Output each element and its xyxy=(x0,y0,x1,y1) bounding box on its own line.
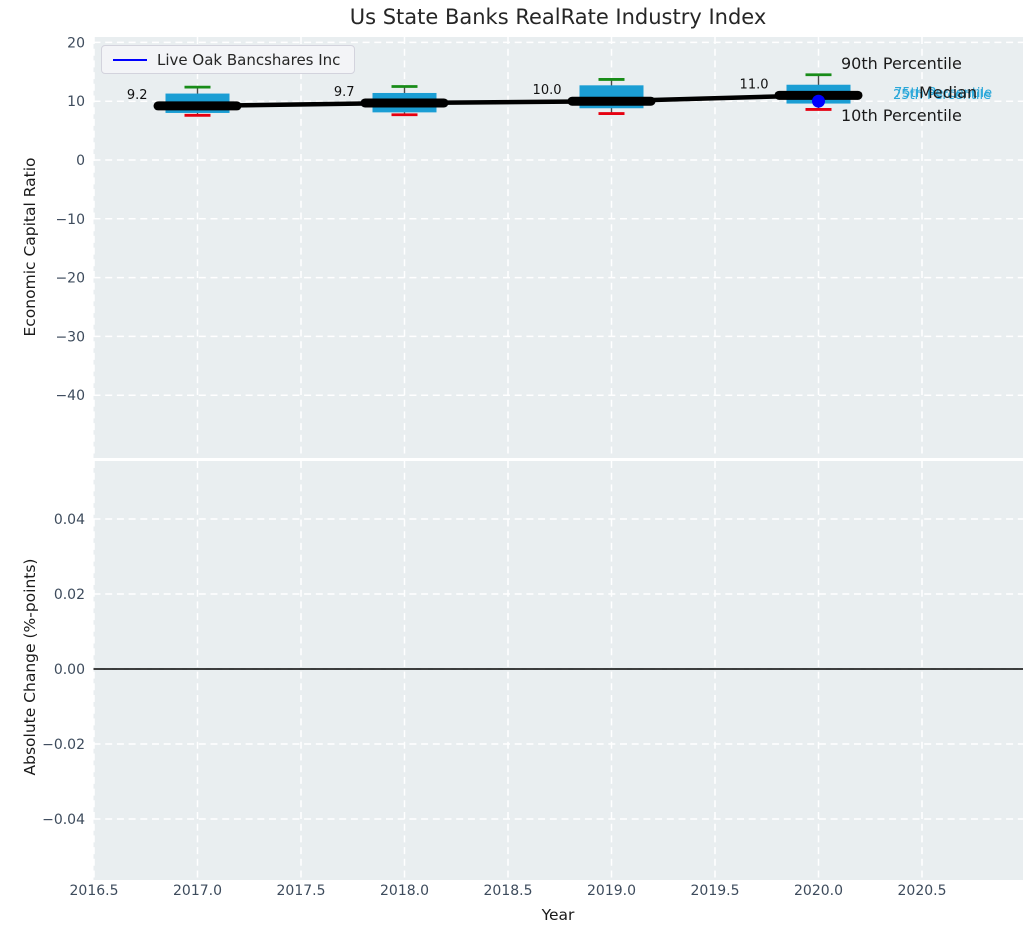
x-tick-label: 2019.0 xyxy=(587,883,636,899)
annotation-90th-percentile: 90th Percentile xyxy=(841,54,962,73)
x-tick-label: 2016.5 xyxy=(70,883,119,899)
x-axis-label: Year xyxy=(541,906,575,924)
median-value-label: 9.2 xyxy=(127,88,148,103)
y-tick-label-top: 20 xyxy=(67,35,85,51)
annotation-10th-percentile: 10th Percentile xyxy=(841,106,962,125)
legend-label: Live Oak Bancshares Inc xyxy=(157,50,341,69)
x-tick-label: 2020.5 xyxy=(898,883,947,899)
bottom-plot-area xyxy=(93,461,1023,880)
annotation-75th-percentile: 75th Percentile xyxy=(894,86,993,101)
median-value-label: 10.0 xyxy=(533,83,562,98)
annotation-median: Median xyxy=(919,83,978,102)
annotation-25th-percentile: 25th Percentile xyxy=(893,88,992,103)
top-y-axis-label: Economic Capital Ratio xyxy=(21,157,39,337)
x-tick-label: 2019.5 xyxy=(691,883,740,899)
y-tick-label-top: −10 xyxy=(55,212,85,228)
y-tick-label-bottom: 0.02 xyxy=(54,587,85,603)
median-trend-line xyxy=(197,93,819,109)
y-tick-label-bottom: 0.00 xyxy=(54,662,85,678)
x-tick-label: 2017.0 xyxy=(173,883,222,899)
chart-title: Us State Banks RealRate Industry Index xyxy=(349,5,767,29)
x-tick-label: 2017.5 xyxy=(277,883,326,899)
legend: Live Oak Bancshares Inc xyxy=(101,45,356,74)
y-tick-label-top: 0 xyxy=(76,153,85,169)
company-point xyxy=(812,94,825,108)
y-tick-label-bottom: −0.04 xyxy=(42,812,85,828)
x-tick-label: 2018.0 xyxy=(380,883,429,899)
x-tick-label: 2020.0 xyxy=(794,883,843,899)
y-tick-label-top: −30 xyxy=(55,329,85,345)
median-value-label: 9.7 xyxy=(334,85,355,100)
x-tick-label: 2018.5 xyxy=(484,883,533,899)
y-tick-label-top: −20 xyxy=(55,271,85,287)
y-tick-label-bottom: 0.04 xyxy=(54,512,85,528)
y-tick-label-top: −40 xyxy=(55,388,85,404)
bottom-y-axis-label: Absolute Change (%-points) xyxy=(21,558,39,776)
y-tick-label-bottom: −0.02 xyxy=(42,737,85,753)
median-value-label: 11.0 xyxy=(740,77,769,92)
y-tick-label-top: 10 xyxy=(67,94,85,110)
legend-line-sample xyxy=(113,58,147,61)
